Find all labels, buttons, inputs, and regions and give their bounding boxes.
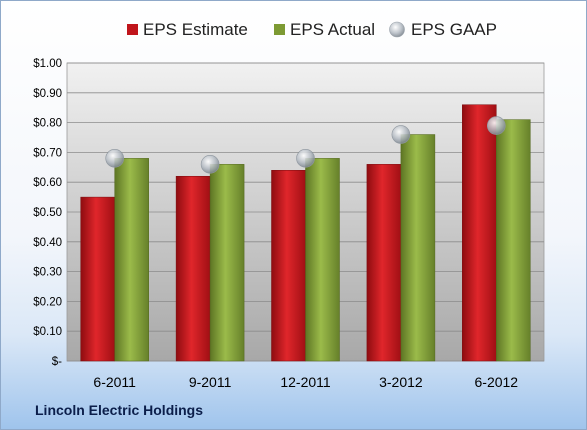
bar-eps-estimate — [271, 170, 306, 362]
x-tick-label: 9-2011 — [189, 374, 232, 390]
legend-label-gaap: EPS GAAP — [411, 20, 497, 39]
legend: EPS Estimate EPS Actual EPS GAAP — [127, 20, 497, 39]
bar-eps-estimate — [80, 196, 115, 362]
y-tick-label: $0.70 — [33, 147, 62, 159]
y-tick-label: $0.90 — [33, 88, 62, 100]
bar-eps-estimate — [175, 175, 211, 362]
bar-eps-actual — [114, 158, 149, 362]
y-axis-tick-labels: $- $0.10 $0.20 $0.30 $0.40 $0.50 $0.60 $0.70 $0.… — [33, 58, 62, 368]
x-tick-label: 6-2012 — [475, 374, 519, 390]
y-tick-label: $1.00 — [33, 58, 62, 70]
gaap-marker — [296, 149, 315, 168]
x-tick-label: 6-2011 — [93, 374, 136, 390]
bars — [80, 104, 531, 362]
y-tick-label: $0.40 — [33, 237, 62, 249]
gaap-marker — [200, 155, 220, 174]
gaap-markers — [105, 116, 506, 174]
y-tick-label: $0.20 — [33, 296, 62, 308]
bar-eps-actual — [209, 164, 245, 362]
y-tick-label: $0.60 — [33, 177, 62, 189]
gaap-marker — [486, 116, 506, 135]
y-tick-label: $0.80 — [33, 118, 62, 130]
y-tick-label: $- — [52, 356, 62, 368]
bar-eps-estimate — [462, 104, 497, 362]
legend-marker-gaap — [389, 21, 405, 38]
y-tick-label: $0.50 — [33, 207, 62, 219]
y-tick-label: $0.10 — [33, 326, 62, 338]
y-tick-label: $0.30 — [33, 267, 62, 279]
bar-eps-estimate — [366, 164, 402, 362]
x-axis-tick-labels: 6-2011 9-2011 12-2011 3-2012 6-2012 — [93, 374, 518, 390]
bar-eps-actual — [305, 158, 340, 362]
company-name: Lincoln Electric Holdings — [35, 402, 204, 418]
x-tick-label: 12-2011 — [280, 374, 331, 390]
legend-label-actual: EPS Actual — [290, 20, 375, 39]
gaap-marker — [105, 149, 124, 168]
legend-swatch-actual — [274, 24, 285, 35]
x-tick-label: 3-2012 — [379, 374, 423, 390]
legend-label-estimate: EPS Estimate — [143, 20, 248, 39]
bar-eps-actual — [400, 134, 436, 362]
gaap-marker — [391, 125, 411, 144]
legend-swatch-estimate — [127, 24, 138, 35]
bar-eps-actual — [496, 119, 531, 362]
